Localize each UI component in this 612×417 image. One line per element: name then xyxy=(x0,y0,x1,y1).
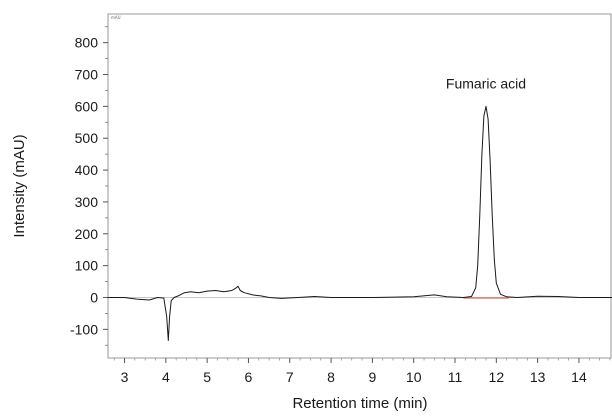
x-tick-label: 8 xyxy=(327,369,335,385)
y-tick-label: 200 xyxy=(75,226,99,242)
plot-frame xyxy=(107,13,612,359)
x-tick-label: 5 xyxy=(203,369,211,385)
x-tick-label: 9 xyxy=(368,369,376,385)
x-tick-label: 3 xyxy=(121,369,129,385)
x-tick-label: 6 xyxy=(245,369,253,385)
y-tick-label: 0 xyxy=(90,289,98,305)
x-tick-label: 12 xyxy=(489,369,505,385)
y-tick-label: 800 xyxy=(75,35,99,51)
y-tick-label: 600 xyxy=(75,98,99,114)
traces xyxy=(108,105,612,341)
x-tick-label: 7 xyxy=(286,369,294,385)
chromatogram-trace xyxy=(108,105,612,341)
y-tick-label: 300 xyxy=(75,194,99,210)
y-axis-title: Intensity (mAU) xyxy=(11,134,28,237)
x-tick-label: 14 xyxy=(571,369,587,385)
x-tick-label: 4 xyxy=(162,369,170,385)
axes xyxy=(103,13,612,363)
y-tick-label: 500 xyxy=(75,130,99,146)
peak-annotation: Fumaric acid xyxy=(446,75,526,91)
corner-unit-label: mAU xyxy=(111,15,121,20)
y-tick-label: -100 xyxy=(70,321,98,337)
y-tick-label: 700 xyxy=(75,67,99,83)
x-tick-label: 11 xyxy=(448,369,463,385)
x-tick-label: 13 xyxy=(530,369,546,385)
x-axis-title: Retention time (min) xyxy=(292,395,427,412)
labels: -100 0 100 200 300 400 500 600 700 800 3 4 5 6 7 8 9 10 11… xyxy=(11,15,587,412)
y-tick-label: 400 xyxy=(75,162,99,178)
y-tick-label: 100 xyxy=(75,258,99,274)
x-tick-label: 10 xyxy=(406,369,422,385)
